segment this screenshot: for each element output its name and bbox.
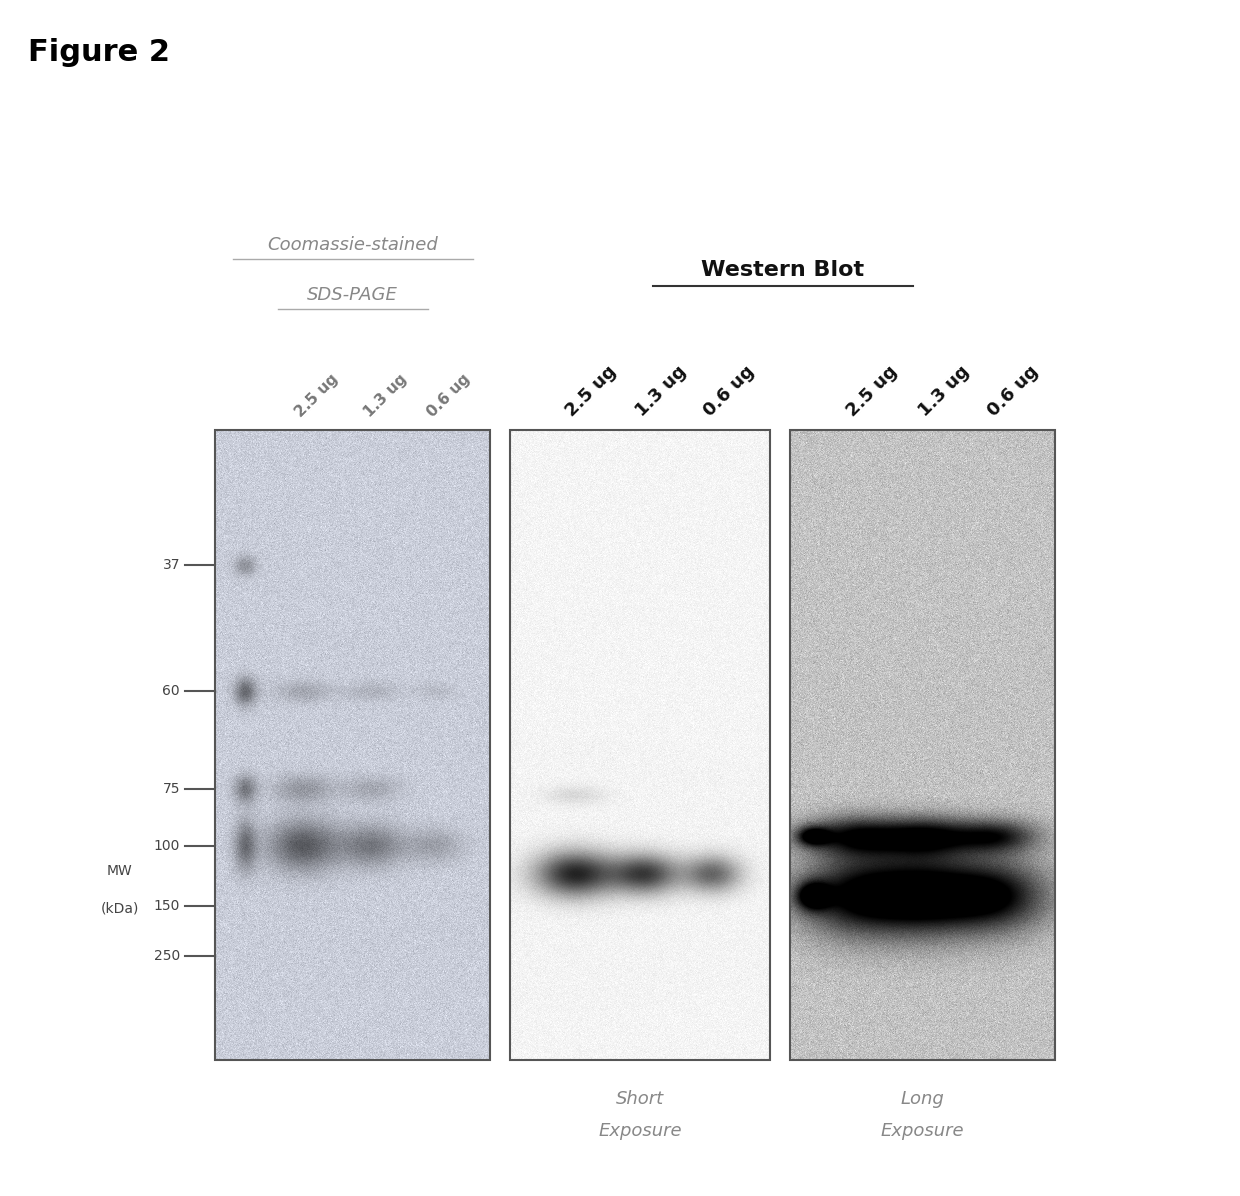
- Text: 0.6 ug: 0.6 ug: [985, 362, 1042, 420]
- Text: (kDa): (kDa): [100, 902, 139, 916]
- Text: 0.6 ug: 0.6 ug: [701, 362, 758, 420]
- Bar: [510, 431, 770, 1060]
- Bar: [790, 431, 1055, 1060]
- Text: 1.3 ug: 1.3 ug: [915, 362, 973, 420]
- Text: 250: 250: [154, 950, 180, 963]
- Text: Exposure: Exposure: [880, 1122, 965, 1140]
- Text: 0.6 ug: 0.6 ug: [424, 371, 474, 420]
- Text: Exposure: Exposure: [598, 1122, 682, 1140]
- Text: 100: 100: [154, 838, 180, 853]
- Text: 1.3 ug: 1.3 ug: [632, 362, 691, 420]
- Text: Western Blot: Western Blot: [701, 260, 864, 280]
- Text: 150: 150: [154, 898, 180, 913]
- Text: 2.5 ug: 2.5 ug: [293, 371, 341, 420]
- Text: MW: MW: [107, 864, 133, 878]
- Text: Figure 2: Figure 2: [29, 38, 170, 67]
- Bar: [215, 431, 490, 1060]
- Text: Short: Short: [616, 1090, 665, 1107]
- Text: SDS-PAGE: SDS-PAGE: [308, 286, 398, 304]
- Text: 2.5 ug: 2.5 ug: [843, 362, 901, 420]
- Text: 75: 75: [162, 782, 180, 797]
- Text: 2.5 ug: 2.5 ug: [562, 362, 620, 420]
- Text: 37: 37: [162, 559, 180, 573]
- Text: 1.3 ug: 1.3 ug: [361, 372, 409, 420]
- Text: 60: 60: [162, 684, 180, 698]
- Text: Long: Long: [900, 1090, 945, 1107]
- Text: Coomassie-stained: Coomassie-stained: [267, 236, 438, 254]
